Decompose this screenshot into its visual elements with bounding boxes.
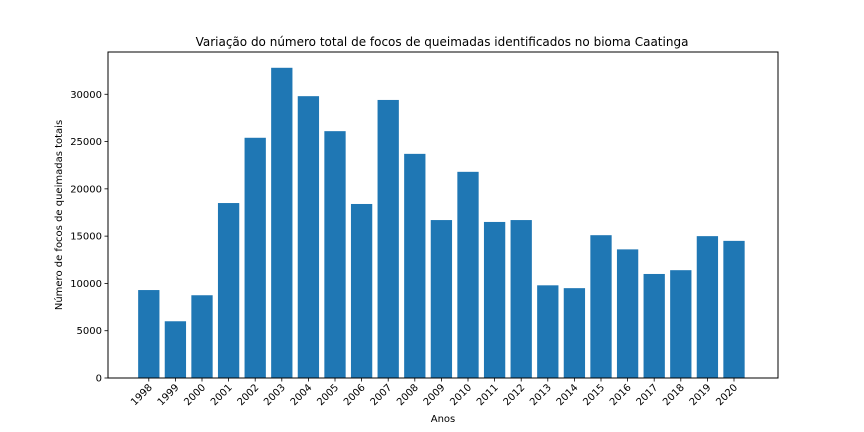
x-tick-label: 2007	[369, 382, 395, 408]
x-tick-label: 2012	[502, 382, 528, 408]
bar-2018	[670, 270, 692, 378]
x-tick-label: 2019	[688, 382, 714, 408]
y-tick-label: 20000	[70, 184, 102, 195]
y-tick-label: 30000	[70, 90, 102, 101]
x-tick-label: 2002	[236, 382, 262, 408]
bar-2001	[217, 203, 240, 378]
bar-2005	[324, 131, 346, 378]
bar-2013	[537, 285, 559, 378]
x-tick-label: 2008	[395, 382, 421, 408]
x-tick-label: 2003	[262, 382, 288, 408]
x-tick-label: 2010	[448, 382, 474, 408]
bars-group	[138, 67, 745, 379]
x-tick-label: 2015	[581, 382, 607, 408]
x-tick-label: 2000	[182, 382, 208, 408]
bar-2012	[510, 220, 532, 378]
y-tick-label: 15000	[70, 232, 102, 243]
x-tick-label: 2001	[209, 382, 235, 408]
x-tick-label: 2020	[714, 382, 740, 408]
x-tick-label: 2006	[342, 382, 368, 408]
bar-2000	[191, 295, 213, 378]
bar-2003	[271, 67, 293, 378]
x-tick-label: 2011	[475, 382, 501, 408]
bar-1998	[138, 290, 160, 378]
x-tick-label: 2017	[635, 382, 661, 408]
bar-2019	[696, 236, 719, 378]
x-tick-label: 1999	[156, 382, 182, 408]
bar-2020	[723, 240, 745, 378]
x-axis-label: Anos	[431, 414, 456, 425]
x-axis: 1998 1999 2000 2001 2002 2003 2004 2005 2006 2007…	[129, 378, 740, 408]
x-tick-label: 2016	[608, 382, 634, 408]
x-tick-label: 2014	[555, 382, 581, 408]
x-tick-label: 2005	[315, 382, 341, 408]
bar-1999	[164, 321, 187, 378]
bar-2010	[457, 171, 479, 378]
x-tick-label: 2018	[661, 382, 687, 408]
x-tick-label: 1998	[129, 382, 155, 408]
y-tick-label: 10000	[70, 279, 102, 290]
bar-2004	[297, 96, 320, 379]
bar-2002	[244, 137, 266, 378]
y-axis-label: Número de focos de queimadas totais	[53, 120, 65, 310]
bar-2014	[563, 288, 586, 378]
bar-2016	[616, 249, 639, 378]
y-tick-label: 25000	[70, 137, 102, 148]
plot-frame	[107, 51, 779, 379]
chart-title: Variação do número total de focos de que…	[196, 35, 689, 49]
y-tick-label: 5000	[77, 326, 102, 337]
y-tick-label: 0	[96, 374, 102, 385]
bar-2008	[404, 153, 426, 378]
x-tick-label: 2013	[528, 382, 554, 408]
bar-2011	[483, 221, 506, 378]
bar-2015	[590, 235, 612, 378]
x-tick-label: 2009	[422, 382, 448, 408]
bar-2006	[350, 203, 373, 378]
bar-2007	[377, 99, 399, 378]
x-tick-label: 2004	[289, 382, 315, 408]
bar-2009	[430, 220, 453, 378]
bar-2017	[643, 273, 665, 378]
y-axis: 0 5000 10000 15000 20000 25000 30000	[70, 90, 108, 385]
